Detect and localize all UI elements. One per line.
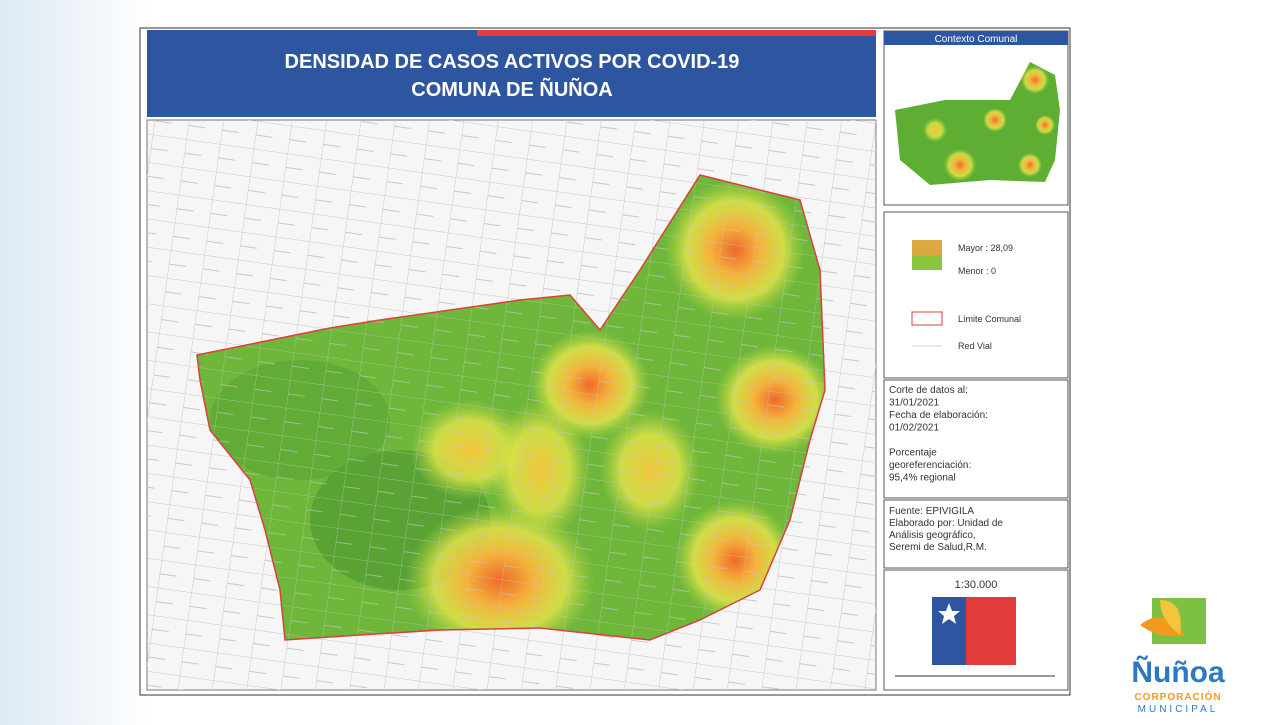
logo-line: MUNICIPAL: [1138, 704, 1219, 715]
legend-label: Menor : 0: [958, 266, 996, 276]
page: DENSIDAD DE CASOS ACTIVOS POR COVID-19 C…: [0, 0, 1284, 725]
panel-line: 01/02/2021: [889, 423, 939, 434]
map: [147, 120, 876, 690]
title-box: [147, 30, 876, 117]
title-accent: [477, 30, 876, 36]
slide: DENSIDAD DE CASOS ACTIVOS POR COVID-19 C…: [0, 0, 1284, 725]
legend-label: Red Vial: [958, 341, 992, 351]
scale: 1:30.000: [955, 579, 998, 591]
legend-boundary: [912, 312, 942, 325]
legend-label: Límite Comunal: [958, 314, 1021, 324]
panel-line: Análisis geográfico,: [889, 530, 976, 541]
logo-name: Ñuñoa: [1131, 655, 1225, 689]
title: DENSIDAD DE CASOS ACTIVOS POR COVID-19: [285, 51, 740, 73]
panel-line: Fecha de elaboración:: [889, 410, 988, 421]
title: COMUNA DE ÑUÑOA: [411, 78, 612, 101]
panel-line: Fuente: EPIVIGILA: [889, 506, 974, 517]
panel-line: Porcentaje: [889, 448, 937, 459]
panel-line: Seremi de Salud,R.M.: [889, 542, 987, 553]
panel-line: georeferenciación:: [889, 460, 971, 471]
logo-line: CORPORACIÓN: [1134, 690, 1221, 703]
context-title: Contexto Comunal: [935, 34, 1018, 45]
panel-line: Corte de datos al:: [889, 385, 968, 396]
panel-line: 95,4% regional: [889, 473, 956, 484]
legend-ramp: [912, 240, 942, 255]
panel-line: 31/01/2021: [889, 398, 939, 409]
panel-line: Elaborado por: Unidad de: [889, 518, 1003, 529]
legend-label: Mayor : 28,09: [958, 243, 1013, 253]
